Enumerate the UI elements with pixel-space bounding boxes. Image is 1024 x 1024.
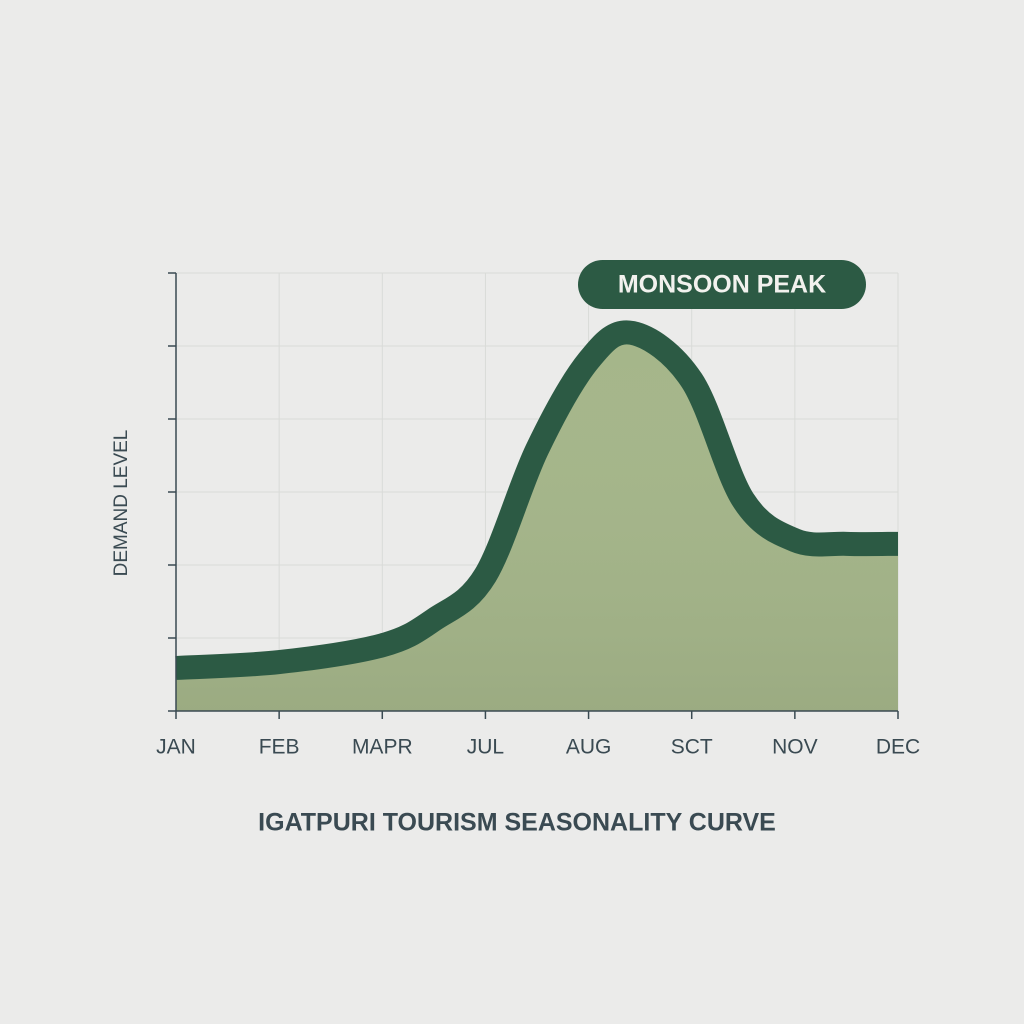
annotation: MONSOON PEAK <box>618 271 826 299</box>
x-tick-label: JAN <box>156 736 196 759</box>
annotation-badge <box>578 260 866 309</box>
axes: JAN FEB MAPR JUL AUG SCT NOV DEC <box>156 272 920 759</box>
x-tick-label: SCT <box>671 736 713 759</box>
x-tick-label: MAPR <box>352 736 413 759</box>
x-tick-label: FEB <box>259 736 300 759</box>
x-tick-label: NOV <box>772 736 818 759</box>
y-axis-label: DEMAND LEVEL <box>111 430 132 577</box>
chart-title: IGATPURI TOURISM SEASONALITY CURVE <box>258 809 776 837</box>
x-tick-label: AUG <box>566 736 612 759</box>
line <box>175 320 899 680</box>
x-tick-label: JUL <box>467 736 504 759</box>
area-shade <box>176 332 898 711</box>
x-tick-label: DEC <box>876 736 920 759</box>
plot <box>175 320 899 711</box>
